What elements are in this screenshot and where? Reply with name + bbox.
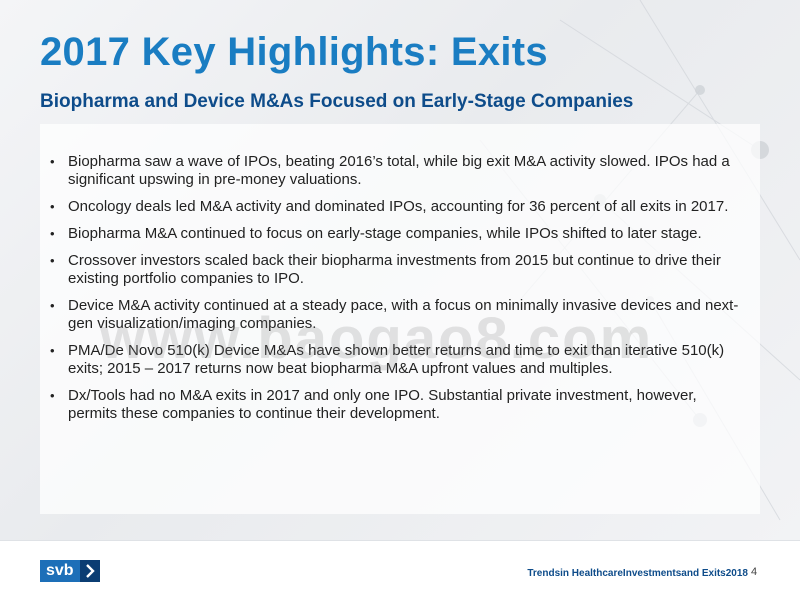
bullet-icon: • xyxy=(50,253,55,268)
content-panel xyxy=(40,124,760,514)
bullet-item: • Biopharma M&A continued to focus on ea… xyxy=(50,225,702,242)
bullet-icon: • xyxy=(50,226,55,241)
bullet-icon: • xyxy=(50,298,55,313)
page-number: 4 xyxy=(751,566,758,578)
slide-subtitle: Biopharma and Device M&As Focused on Ear… xyxy=(40,91,634,112)
bullet-icon: • xyxy=(50,154,55,169)
bullet-icon: • xyxy=(50,199,55,214)
chevron-right-icon xyxy=(79,560,100,582)
bullet-item: • Dx/Tools had no M&A exits in 2017 and … xyxy=(50,387,697,422)
bullet-icon: • xyxy=(50,343,55,358)
bullet-item: • PMA/De Novo 510(k) Device M&As have sh… xyxy=(50,342,725,377)
bullet-item: • Crossover investors scaled back their … xyxy=(50,252,721,287)
footer-divider xyxy=(0,540,800,541)
slide-title: 2017 Key Highlights: Exits xyxy=(40,30,548,74)
svb-logo: svb xyxy=(40,560,100,582)
bullet-item: • Device M&A activity continued at a ste… xyxy=(50,297,739,332)
bullet-list: • Biopharma saw a wave of IPOs, beating … xyxy=(50,153,800,432)
logo-text: svb xyxy=(40,560,80,582)
report-title: Trendsin HealthcareInvestmentsand Exits2… xyxy=(527,568,748,579)
bullet-icon: • xyxy=(50,388,55,403)
bullet-item: • Oncology deals led M&A activity and do… xyxy=(50,198,729,215)
bullet-item: • Biopharma saw a wave of IPOs, beating … xyxy=(50,153,730,188)
